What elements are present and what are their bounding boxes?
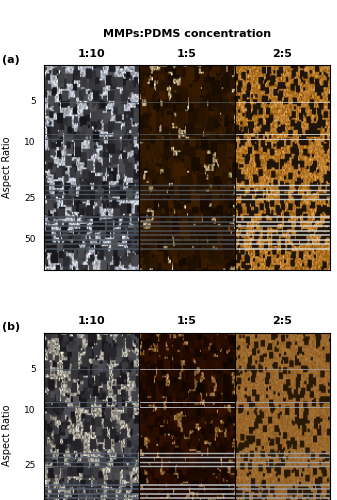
- Text: 1:5: 1:5: [177, 49, 197, 59]
- Text: 2:5: 2:5: [273, 316, 293, 326]
- Text: 10: 10: [24, 138, 36, 147]
- Text: Aspect Ratio: Aspect Ratio: [2, 404, 11, 466]
- Text: Aspect Ratio: Aspect Ratio: [2, 137, 11, 198]
- Text: 50: 50: [24, 235, 36, 244]
- Text: (b): (b): [2, 322, 21, 332]
- Text: 25: 25: [25, 462, 36, 470]
- Text: 1:10: 1:10: [78, 49, 105, 59]
- Text: 5: 5: [30, 98, 36, 106]
- Text: (a): (a): [2, 55, 20, 65]
- Text: 1:5: 1:5: [177, 316, 197, 326]
- Text: 25: 25: [25, 194, 36, 203]
- Text: MMPs:PDMS concentration: MMPs:PDMS concentration: [103, 28, 271, 39]
- Text: 2:5: 2:5: [273, 49, 293, 59]
- Text: 10: 10: [24, 406, 36, 415]
- Text: 1:10: 1:10: [78, 316, 105, 326]
- Text: 5: 5: [30, 365, 36, 374]
